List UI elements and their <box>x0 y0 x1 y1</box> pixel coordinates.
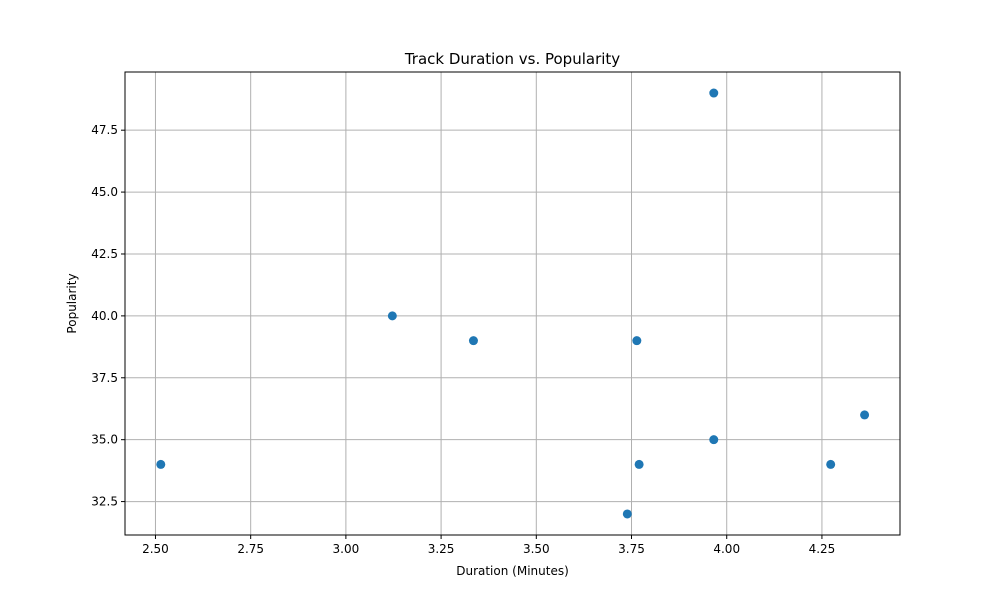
data-point <box>632 336 642 346</box>
data-point <box>709 435 719 445</box>
x-axis-label: Duration (Minutes) <box>456 564 569 578</box>
x-tick-label: 3.75 <box>618 542 645 556</box>
plot-frame <box>124 71 901 536</box>
y-tick-label: 32.5 <box>91 495 118 509</box>
data-point <box>709 88 719 98</box>
data-point <box>387 311 397 321</box>
y-tick-label: 47.5 <box>91 123 118 137</box>
x-tick-label: 3.25 <box>428 542 455 556</box>
y-tick-label: 42.5 <box>91 247 118 261</box>
y-tick-label: 37.5 <box>91 371 118 385</box>
y-tick-label: 45.0 <box>91 185 118 199</box>
data-point <box>634 459 644 469</box>
ticks-layer: 2.50 2.75 3.00 3.25 3.50 3.75 4.00 4.25 32.5 35.0… <box>91 123 835 556</box>
grid-layer <box>125 72 900 535</box>
points-layer <box>156 88 870 519</box>
x-tick-label: 2.75 <box>237 542 264 556</box>
x-tick-label: 2.50 <box>142 542 169 556</box>
x-tick-label: 4.25 <box>809 542 836 556</box>
data-point <box>826 459 836 469</box>
y-tick-label: 40.0 <box>91 309 118 323</box>
x-tick-label: 4.00 <box>713 542 740 556</box>
y-tick-label: 35.0 <box>91 433 118 447</box>
chart-title: Track Duration vs. Popularity <box>404 50 620 68</box>
data-point <box>860 410 870 420</box>
data-point <box>622 509 632 519</box>
y-axis-label: Popularity <box>65 273 79 333</box>
data-point <box>156 459 166 469</box>
data-point <box>468 336 478 346</box>
x-tick-label: 3.50 <box>523 542 550 556</box>
x-tick-label: 3.00 <box>333 542 360 556</box>
